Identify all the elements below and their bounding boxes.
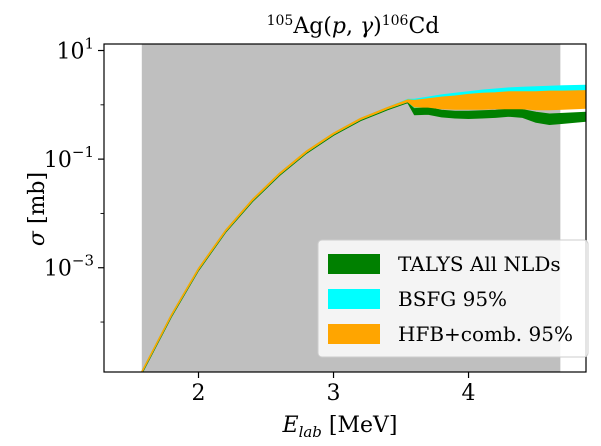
y-tick-label-2: 10−3	[44, 252, 94, 282]
y-axis-label: σ [mb]	[25, 172, 50, 246]
y-tick-label-1: 10−1	[44, 143, 94, 173]
plot-frame	[103, 43, 587, 373]
chart-title: 105Ag(p, γ)106Cd	[267, 13, 440, 39]
y-tick-label-0: 101	[56, 35, 94, 65]
legend-swatch-1	[328, 289, 380, 309]
legend-label-0: TALYS All NLDs	[398, 252, 561, 276]
series-band-2	[141, 90, 586, 372]
legend-label-2: HFB+comb. 95%	[398, 322, 573, 346]
x-axis-label: Elab [MeV]	[282, 413, 398, 441]
legend-swatch-0	[328, 254, 380, 274]
legend-swatch-2	[328, 324, 380, 344]
x-tick-label-0: 2	[192, 381, 206, 406]
legend: TALYS All NLDs BSFG 95% HFB+comb. 95%	[317, 239, 589, 358]
x-tick-label-1: 3	[327, 381, 341, 406]
x-tick-label-2: 4	[462, 381, 476, 406]
legend-label-1: BSFG 95%	[398, 287, 507, 311]
legend-box	[317, 239, 589, 358]
